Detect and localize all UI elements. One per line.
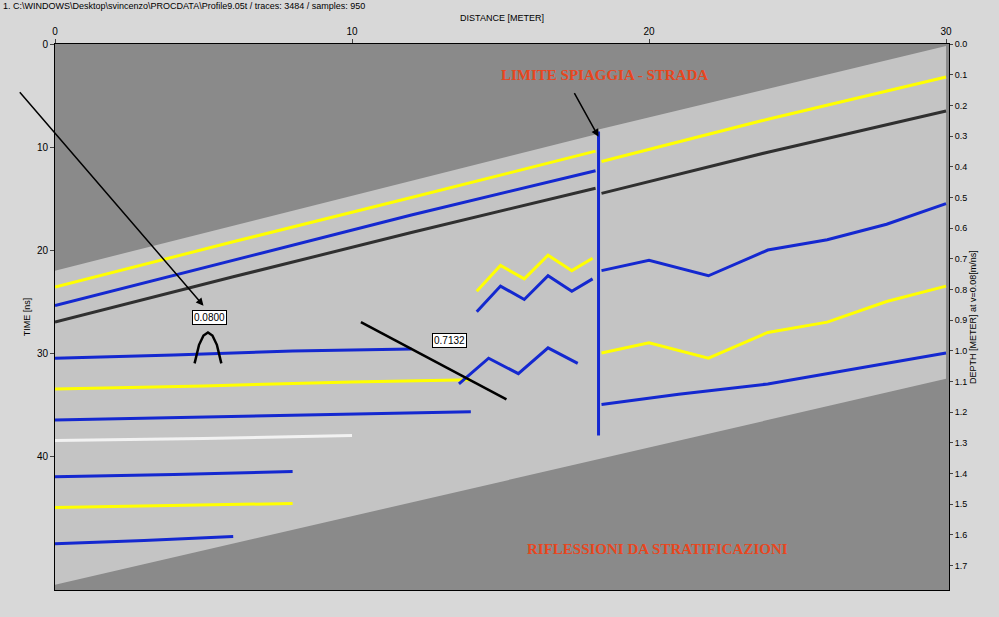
svg-text:0.8: 0.8: [955, 285, 968, 295]
svg-text:0: 0: [52, 26, 58, 37]
svg-text:DEPTH [METER] at v=0.08[m/ns]: DEPTH [METER] at v=0.08[m/ns]: [968, 250, 978, 384]
svg-text:1. C:\WINDOWS\Desktop\svincenz: 1. C:\WINDOWS\Desktop\svincenzo\PROCDATA…: [3, 1, 365, 11]
svg-text:0.1: 0.1: [955, 70, 968, 80]
svg-text:10: 10: [37, 142, 49, 153]
svg-text:1.7: 1.7: [955, 561, 968, 571]
svg-text:0: 0: [42, 39, 48, 50]
svg-text:0.5: 0.5: [955, 193, 968, 203]
svg-text:20: 20: [37, 245, 49, 256]
svg-text:0.3: 0.3: [955, 131, 968, 141]
svg-text:DISTANCE [METER]: DISTANCE [METER]: [460, 13, 544, 23]
svg-text:1.2: 1.2: [955, 407, 968, 417]
svg-text:0.4: 0.4: [955, 162, 968, 172]
svg-text:0.0: 0.0: [955, 39, 968, 49]
svg-text:LIMITE SPIAGGIA - STRADA: LIMITE SPIAGGIA - STRADA: [501, 67, 708, 83]
svg-text:20: 20: [643, 26, 655, 37]
svg-text:40: 40: [37, 451, 49, 462]
svg-text:0.0800: 0.0800: [194, 312, 225, 323]
svg-text:1.3: 1.3: [955, 438, 968, 448]
svg-text:1.4: 1.4: [955, 469, 968, 479]
svg-text:1.6: 1.6: [955, 530, 968, 540]
svg-text:1.0: 1.0: [955, 346, 968, 356]
svg-text:0.9: 0.9: [955, 315, 968, 325]
svg-text:0.6: 0.6: [955, 223, 968, 233]
svg-text:30: 30: [37, 348, 49, 359]
svg-text:TIME [ns]: TIME [ns]: [22, 298, 32, 337]
svg-text:30: 30: [940, 26, 952, 37]
svg-text:10: 10: [346, 26, 358, 37]
svg-text:0.7: 0.7: [955, 254, 968, 264]
svg-text:RIFLESSIONI DA STRATIFICAZIONI: RIFLESSIONI DA STRATIFICAZIONI: [527, 541, 788, 557]
svg-text:0.2: 0.2: [955, 101, 968, 111]
svg-text:1.1: 1.1: [955, 377, 968, 387]
svg-text:1.5: 1.5: [955, 499, 968, 509]
svg-text:0.7132: 0.7132: [434, 335, 465, 346]
